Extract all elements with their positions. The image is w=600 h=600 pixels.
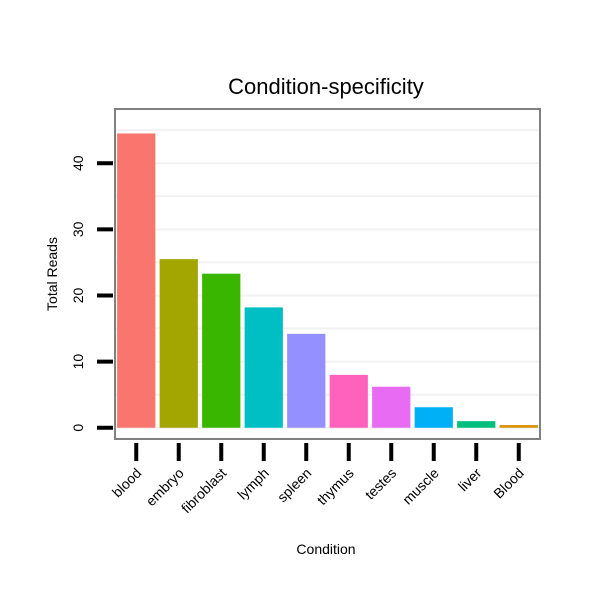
y-tick-label: 20: [70, 287, 86, 303]
bar-spleen: [287, 333, 326, 428]
plot-frame: [114, 108, 541, 440]
y-tick-label: 10: [70, 354, 86, 370]
y-axis-label: Total Reads: [44, 237, 60, 311]
bar-blood: [499, 425, 538, 428]
bar-lymph: [244, 307, 283, 428]
bar-blood: [117, 133, 156, 428]
y-tick-label: 0: [70, 424, 86, 432]
x-axis-label: Condition: [296, 541, 355, 557]
bar-testes: [372, 386, 411, 428]
y-axis: 0 10 20 30 40: [70, 155, 113, 432]
bar-thymus: [329, 374, 368, 428]
bar-fibroblast: [202, 273, 241, 428]
bar-muscle: [414, 407, 453, 428]
bars: [117, 133, 538, 428]
y-tick-label: 30: [70, 221, 86, 237]
bar-embryo: [159, 259, 198, 428]
chart-title: Condition-specificity: [228, 74, 424, 99]
y-tick-label: 40: [70, 155, 86, 171]
bar-liver: [457, 421, 496, 428]
